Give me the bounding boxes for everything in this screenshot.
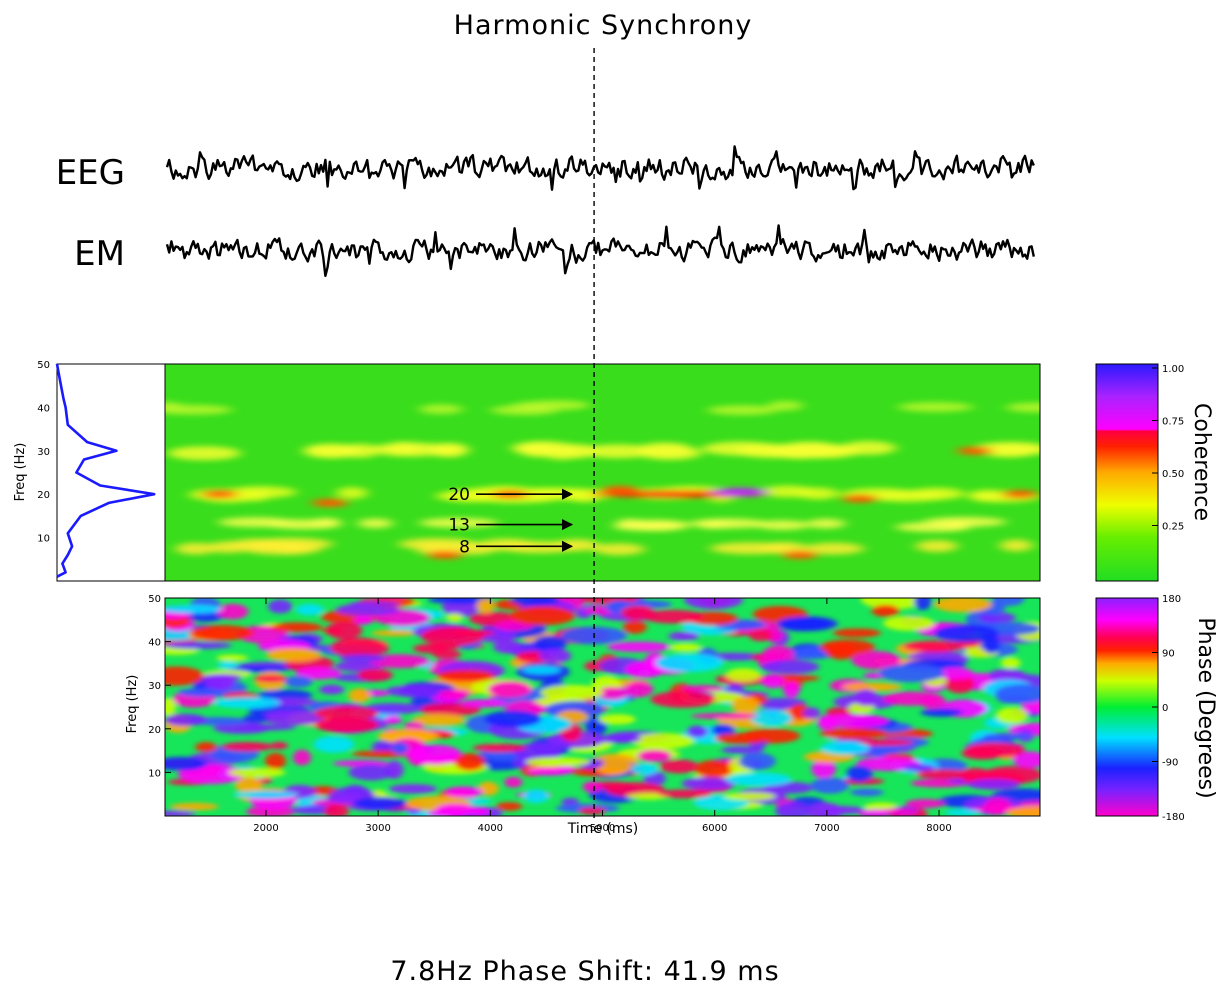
series-label-eeg: EEG — [56, 153, 125, 193]
spectrum-line — [55, 363, 156, 578]
phase-y-tick-label: 50 — [148, 594, 161, 605]
colorbar-tick-label: 0.50 — [1162, 469, 1184, 480]
phase-x-tick-label: 3000 — [365, 823, 390, 834]
coherence-colorbar-ticks: 1.00 0.75 0.50 0.25 — [1152, 364, 1184, 533]
phase-x-ticks: 2000 3000 4000 5000 6000 7000 8000 — [253, 598, 952, 834]
phase-shift-caption: 7.8Hz Phase Shift: 41.9 ms — [390, 956, 779, 986]
spectrum-y-ticks: 10 20 30 40 50 — [37, 360, 50, 545]
phase-y-axis-label: Freq (Hz) — [125, 675, 140, 734]
colorbar-tick-label: 180 — [1162, 594, 1181, 605]
series-line-em — [165, 224, 1035, 277]
phase-x-axis-label: Time (ms) — [567, 821, 639, 837]
phase-x-tick-label: 6000 — [702, 823, 727, 834]
phase-y-ticks: 10 20 30 40 50 — [148, 594, 171, 779]
series-label-em: EM — [74, 234, 125, 274]
spectrum-panel: 10 20 30 40 50 Freq (Hz) — [13, 360, 166, 582]
phase-y-tick-label: 30 — [148, 681, 161, 692]
colorbar-tick-label: 0.75 — [1162, 417, 1184, 428]
coherence-annotations: 20 138 — [448, 485, 574, 557]
series-line-eeg — [165, 145, 1035, 191]
colorbar-tick-label: -180 — [1162, 812, 1185, 823]
spectrum-y-tick-label: 40 — [37, 403, 50, 414]
spectrum-y-tick-label: 30 — [37, 447, 50, 458]
colorbar-tick-label: 90 — [1162, 649, 1175, 660]
spectrum-y-tick-label: 10 — [37, 534, 50, 545]
coherence-frame — [164, 363, 1041, 582]
phase-colorbar: 180 90 0 -90 -180 Phase (Degrees) — [1095, 594, 1218, 823]
spectrum-y-tick-label: 20 — [37, 490, 50, 501]
colorbar-tick-label: -90 — [1162, 758, 1178, 769]
colorbar-tick-label: 1.00 — [1162, 364, 1184, 375]
phase-y-tick-label: 10 — [148, 768, 161, 779]
phase-x-tick-label: 2000 — [253, 823, 278, 834]
coherence-annotation-label: 13 — [448, 516, 470, 536]
phase-colorbar-ticks: 180 90 0 -90 -180 — [1152, 594, 1185, 823]
chart-title: Harmonic Synchrony — [454, 10, 753, 41]
spectrum-y-tick-label: 50 — [37, 360, 50, 371]
colorbar-tick-label: 0.25 — [1162, 522, 1184, 533]
coherence-annotation-label: 8 — [459, 537, 470, 557]
spectrum-frame — [56, 363, 166, 582]
coherence-colorbar: 1.00 0.75 0.50 0.25 Coherence — [1095, 363, 1214, 582]
spectrum-y-axis-label: Freq (Hz) — [13, 443, 28, 502]
phase-y-tick-label: 40 — [148, 638, 161, 649]
phase-x-tick-label: 8000 — [926, 823, 951, 834]
phase-x-tick-label: 4000 — [478, 823, 503, 834]
phase-x-tick-label: 5000 — [590, 823, 615, 834]
coherence-colorbar-label: Coherence — [1189, 403, 1214, 521]
colorbar-tick-label: 0 — [1162, 703, 1168, 714]
phase-x-tick-label: 7000 — [814, 823, 839, 834]
coherence-annotation-label: 20 — [448, 485, 470, 505]
phase-colorbar-label: Phase (Degrees) — [1193, 617, 1218, 798]
phase-y-tick-label: 20 — [148, 725, 161, 736]
coherence-heatmap: 20 138 — [164, 363, 1041, 582]
